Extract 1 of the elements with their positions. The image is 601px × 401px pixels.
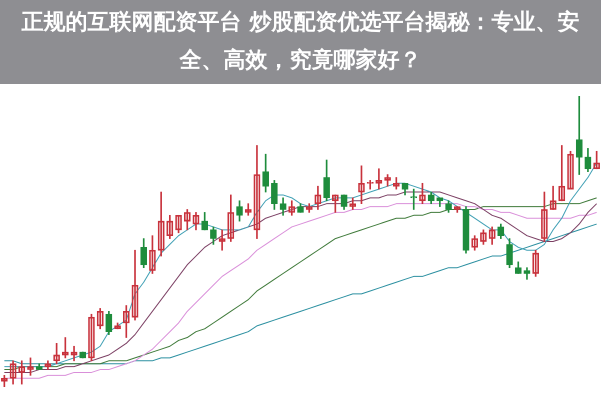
chart-title: 正规的互联网配资平台 炒股配资优选平台揭秘：专业、安全、高效，究竟哪家好？ <box>20 8 580 75</box>
